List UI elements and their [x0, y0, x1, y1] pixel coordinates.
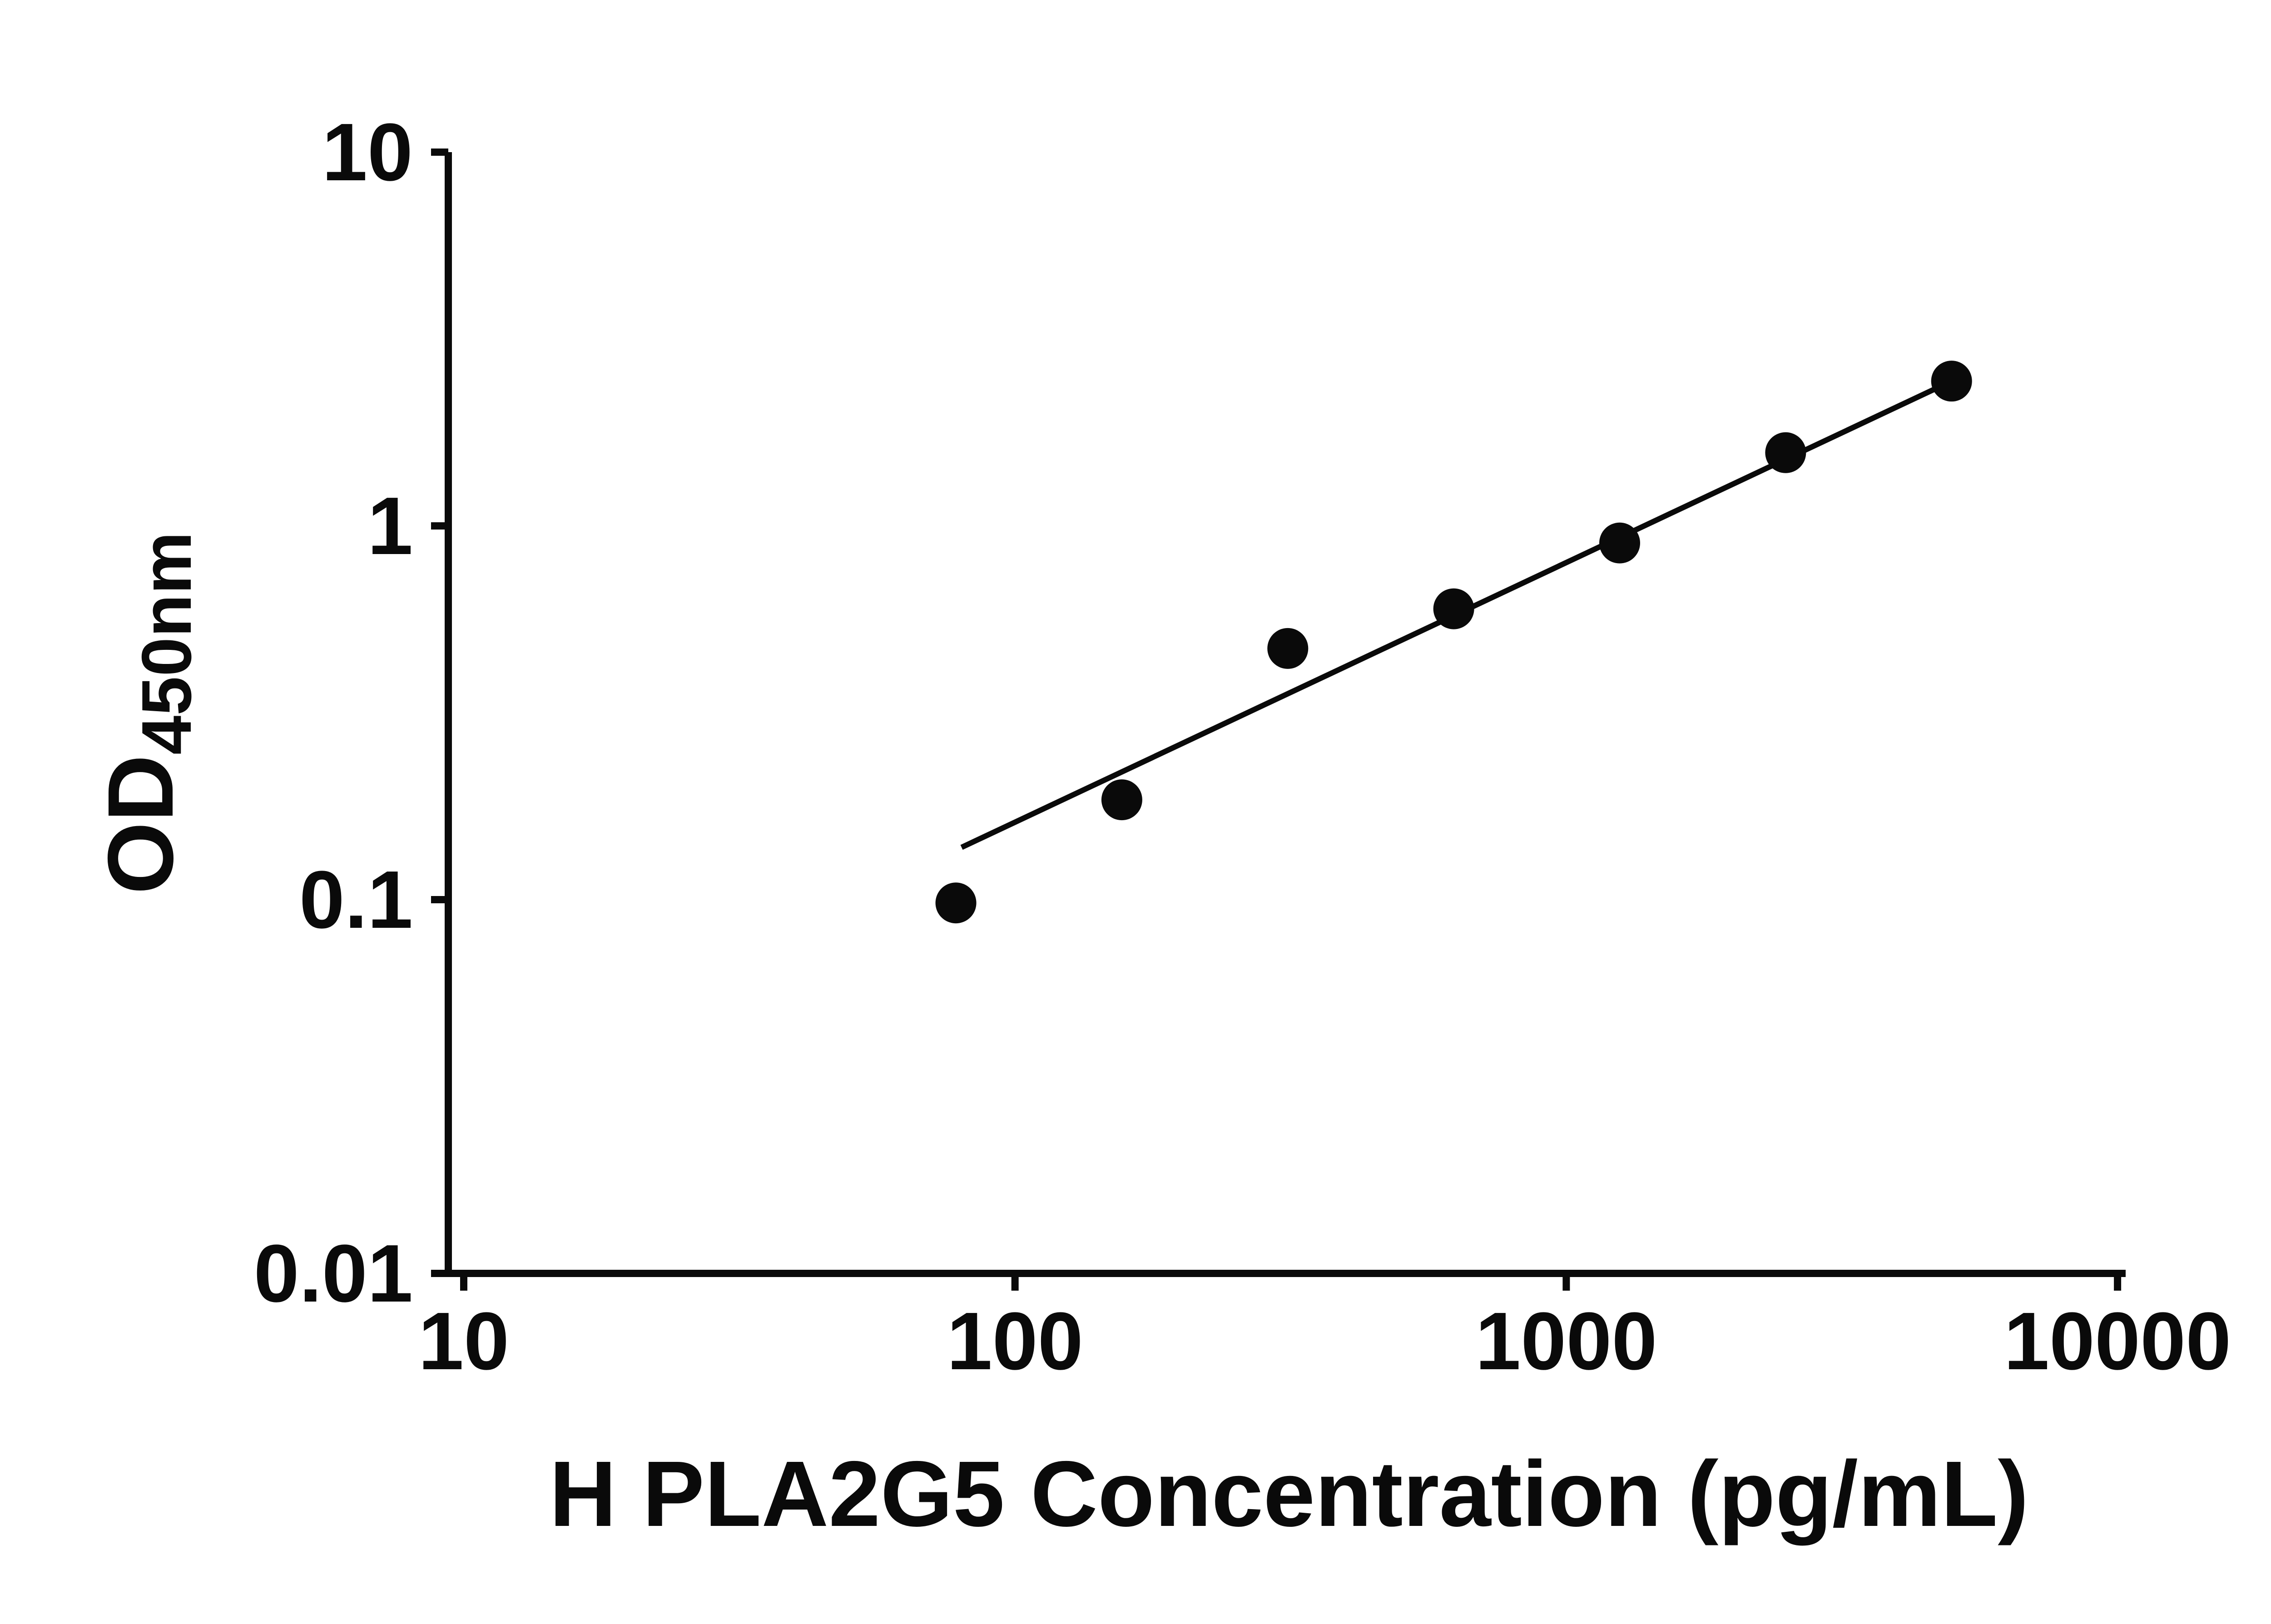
y-axis-title-main: OD [89, 755, 193, 895]
y-axis-tick-label: 0.1 [299, 854, 413, 946]
y-axis-tick-label: 1 [367, 480, 413, 572]
plot-area: 10 100 1000 10000 0.01 0.1 1 10 [254, 107, 2231, 1387]
x-axis-title: H PLA2G5 Concentration (pg/mL) [549, 1442, 2028, 1546]
data-point [935, 882, 977, 924]
data-point [1267, 628, 1309, 669]
x-axis-tick-label: 100 [947, 1296, 1083, 1387]
y-axis-tick-label: 0.01 [254, 1228, 413, 1319]
x-axis-tick-label: 1000 [1475, 1296, 1657, 1387]
y-axis-tick-label: 10 [322, 107, 413, 198]
data-point [1433, 588, 1474, 629]
data-point [1599, 522, 1641, 564]
y-axis-title: OD450nm [89, 532, 206, 895]
data-point [1101, 779, 1142, 821]
y-axis-title-subscript: 450nm [127, 532, 206, 755]
data-point [1765, 432, 1806, 473]
x-axis-tick-label: 10 [418, 1296, 509, 1387]
x-axis-tick-label: 10000 [2004, 1296, 2231, 1387]
data-point [1931, 361, 1972, 402]
